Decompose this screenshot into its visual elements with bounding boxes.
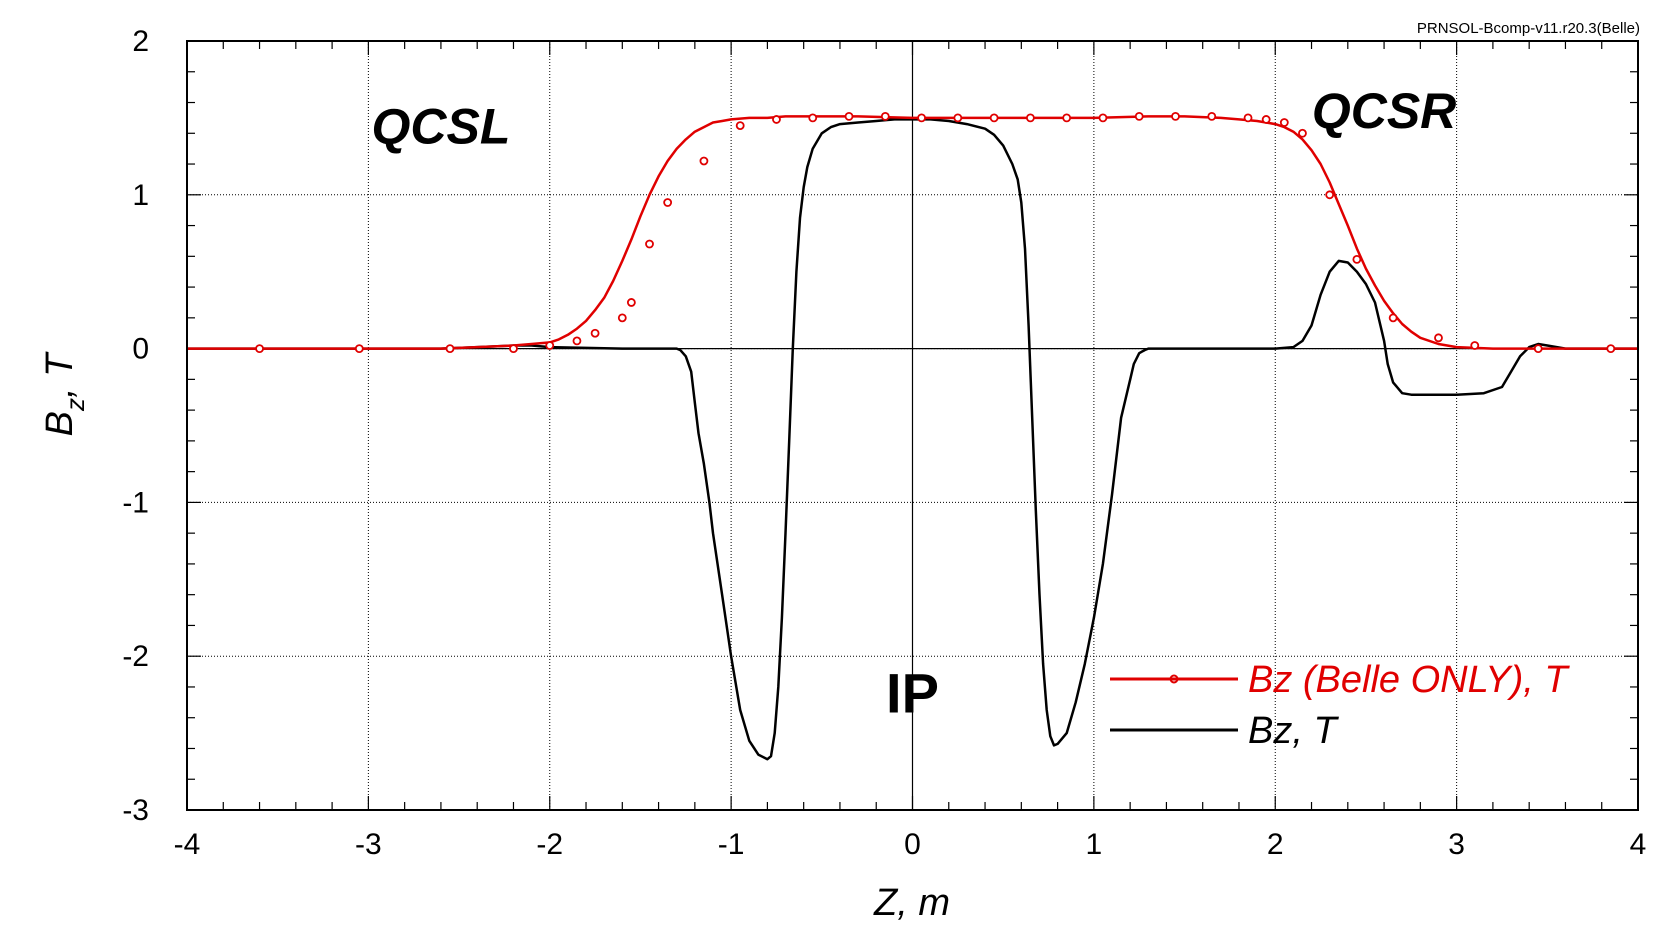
y-tick-label: -1 <box>122 486 149 519</box>
y-tick-labels: -3 -2 -1 0 1 2 <box>122 25 149 827</box>
data-point-belle-only <box>808 113 818 123</box>
y-tick-label: 2 <box>132 25 149 58</box>
data-point-belle-only <box>1207 111 1217 121</box>
data-point-belle-only <box>255 344 264 354</box>
legend: Bz (Belle ONLY), T Bz, T <box>1110 659 1570 752</box>
data-point-belle-only <box>880 111 890 121</box>
plot-frame <box>186 40 1639 811</box>
x-tick-label: 2 <box>1267 828 1284 861</box>
y-axis-title-sub: z <box>60 398 90 412</box>
data-point-belle-only <box>917 113 926 123</box>
data-point-belle-only <box>663 198 673 207</box>
legend-label-total: Bz, T <box>1248 710 1339 752</box>
legend-label-belle-only: Bz (Belle ONLY), T <box>1248 659 1570 701</box>
qcsr-label: QCSR <box>1312 83 1456 139</box>
x-tick-label: 0 <box>904 828 921 861</box>
x-tick-label: -3 <box>355 828 382 861</box>
data-point-belle-only <box>953 113 963 123</box>
x-tick-label: -1 <box>718 828 745 861</box>
data-point-belle-only <box>1388 313 1398 323</box>
data-point-belle-only <box>645 239 654 249</box>
x-tick-label: -2 <box>536 828 563 861</box>
x-tick-label: -4 <box>174 828 201 861</box>
data-point-belle-only <box>1134 111 1144 121</box>
qcsl-label: QCSL <box>371 99 510 155</box>
data-point-belle-only <box>626 298 636 307</box>
y-axis-title-rest: , T <box>39 351 81 398</box>
data-point-belle-only <box>1098 113 1108 123</box>
data-point-belle-only <box>1025 113 1035 123</box>
legend-marker-belle-only <box>1169 674 1179 684</box>
data-point-belle-only <box>1533 344 1543 354</box>
data-point-belle-only <box>617 313 627 323</box>
data-point-belle-only <box>1171 111 1180 121</box>
x-tick-label: 1 <box>1086 828 1103 861</box>
data-point-belle-only <box>1298 128 1307 138</box>
y-tick-label: 1 <box>132 179 149 212</box>
data-point-belle-only <box>1243 113 1253 123</box>
data-point-belle-only <box>735 121 745 130</box>
data-point-belle-only <box>989 113 999 123</box>
data-point-belle-only <box>1352 254 1362 264</box>
x-tick-labels: -4 -3 -2 -1 0 1 2 3 4 <box>174 828 1647 861</box>
x-tick-label: 4 <box>1630 828 1647 861</box>
data-point-belle-only <box>572 336 582 346</box>
data-point-belle-only <box>354 344 364 354</box>
data-point-belle-only <box>1325 190 1335 200</box>
data-point-belle-only <box>509 344 518 354</box>
data-point-belle-only <box>1062 113 1072 123</box>
x-tick-label: 3 <box>1448 828 1465 861</box>
x-axis-title: Z, m <box>873 882 950 924</box>
data-point-belle-only <box>772 115 781 124</box>
data-point-belle-only <box>844 111 854 121</box>
series-line-total <box>187 118 1638 761</box>
data-point-belle-only <box>1606 344 1616 354</box>
y-axis-title: Bz, T <box>39 351 90 436</box>
data-point-belle-only <box>1261 115 1271 124</box>
data-point-belle-only <box>1470 341 1480 350</box>
y-tick-label: -2 <box>122 640 149 673</box>
ip-label: IP <box>886 662 939 725</box>
data-point-belle-only <box>1279 118 1289 127</box>
y-tick-label: -3 <box>122 794 149 827</box>
data-point-belle-only <box>1434 333 1443 343</box>
series-line-belle-only <box>187 115 1638 350</box>
y-tick-label: 0 <box>132 333 149 366</box>
data-point-belle-only <box>699 156 709 166</box>
data-point-belle-only <box>445 344 455 354</box>
data-point-belle-only <box>590 328 600 338</box>
series-layer <box>187 111 1638 761</box>
source-label: PRNSOL-Bcomp-v11.r20.3(Belle) <box>1417 20 1640 37</box>
y-axis-title-main: B <box>39 411 81 436</box>
data-point-belle-only <box>545 341 555 350</box>
